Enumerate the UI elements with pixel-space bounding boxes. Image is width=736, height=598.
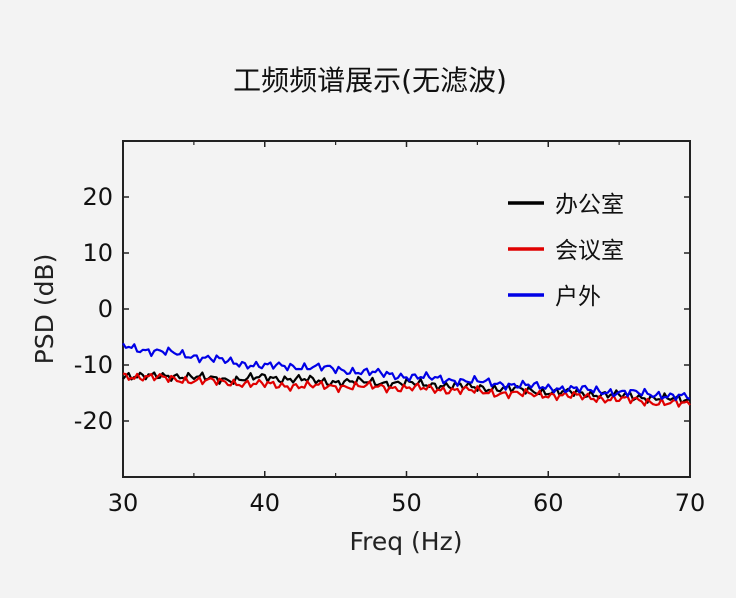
x-tick-label: 70 [675,489,706,517]
legend-label: 办公室 [555,192,624,218]
y-tick-label: 10 [82,239,113,267]
series-layer [122,342,691,408]
chart-title: 工频频谱展示(无滤波) [233,64,507,97]
y-tick-label: 0 [98,295,113,323]
legend-label: 会议室 [555,238,624,264]
series-line-3 [122,342,691,401]
ticks-layer: 30 40 50 60 70 20 10 0 -10 -20 [74,141,705,517]
series-line-2 [122,372,691,408]
legend-label: 户外 [555,284,601,310]
x-axis-label: Freq (Hz) [350,527,463,556]
y-axis-label: PSD (dB) [30,254,59,365]
x-tick-label: 40 [249,489,280,517]
x-tick-label: 50 [391,489,422,517]
y-tick-label: 20 [82,183,113,211]
y-tick-label: -10 [74,351,113,379]
y-tick-label: -20 [74,407,113,435]
x-tick-label: 30 [108,489,139,517]
x-tick-label: 60 [533,489,564,517]
